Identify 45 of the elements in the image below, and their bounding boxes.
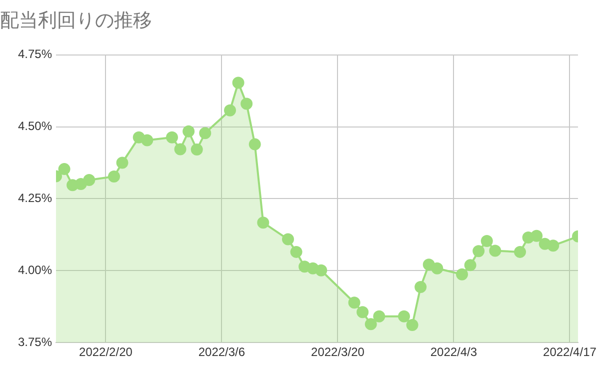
point	[373, 310, 386, 322]
y-tick-label: 4.75%	[18, 47, 52, 62]
point	[83, 174, 96, 186]
x-tick-label: 2022/4/17	[543, 345, 597, 360]
point	[174, 143, 186, 156]
point	[166, 131, 178, 144]
point	[364, 318, 377, 330]
point	[547, 240, 560, 252]
chart-title: 配当利回りの推移	[0, 9, 152, 32]
point	[356, 306, 369, 318]
point	[240, 98, 253, 110]
point	[190, 143, 203, 156]
point	[290, 246, 302, 258]
point	[182, 125, 195, 138]
x-tick-label: 2022/4/3	[430, 345, 478, 360]
point	[489, 244, 502, 257]
point	[398, 310, 410, 322]
y-tick-label: 4.50%	[18, 119, 52, 134]
point	[58, 163, 70, 176]
point	[464, 259, 476, 272]
point	[456, 268, 468, 280]
point	[530, 230, 543, 242]
point	[224, 104, 236, 116]
x-tick-label: 2022/3/6	[198, 345, 246, 360]
point	[116, 156, 128, 169]
point	[406, 319, 418, 332]
point	[472, 245, 485, 258]
point	[282, 233, 294, 246]
y-tick-label: 4.25%	[18, 191, 52, 206]
x-tick-label: 2022/2/20	[79, 345, 133, 360]
y-tick-label: 3.75%	[18, 334, 52, 349]
point	[248, 138, 261, 150]
x-tick-label: 2022/3/20	[311, 345, 365, 360]
point	[414, 281, 427, 294]
point	[232, 76, 244, 89]
point	[257, 216, 270, 229]
point	[431, 262, 444, 274]
point	[108, 170, 120, 183]
point	[480, 235, 493, 248]
point	[141, 134, 154, 146]
point	[348, 296, 360, 309]
point	[199, 127, 212, 140]
point	[514, 246, 526, 258]
y-tick-label: 4.00%	[18, 262, 52, 277]
point	[315, 264, 328, 276]
